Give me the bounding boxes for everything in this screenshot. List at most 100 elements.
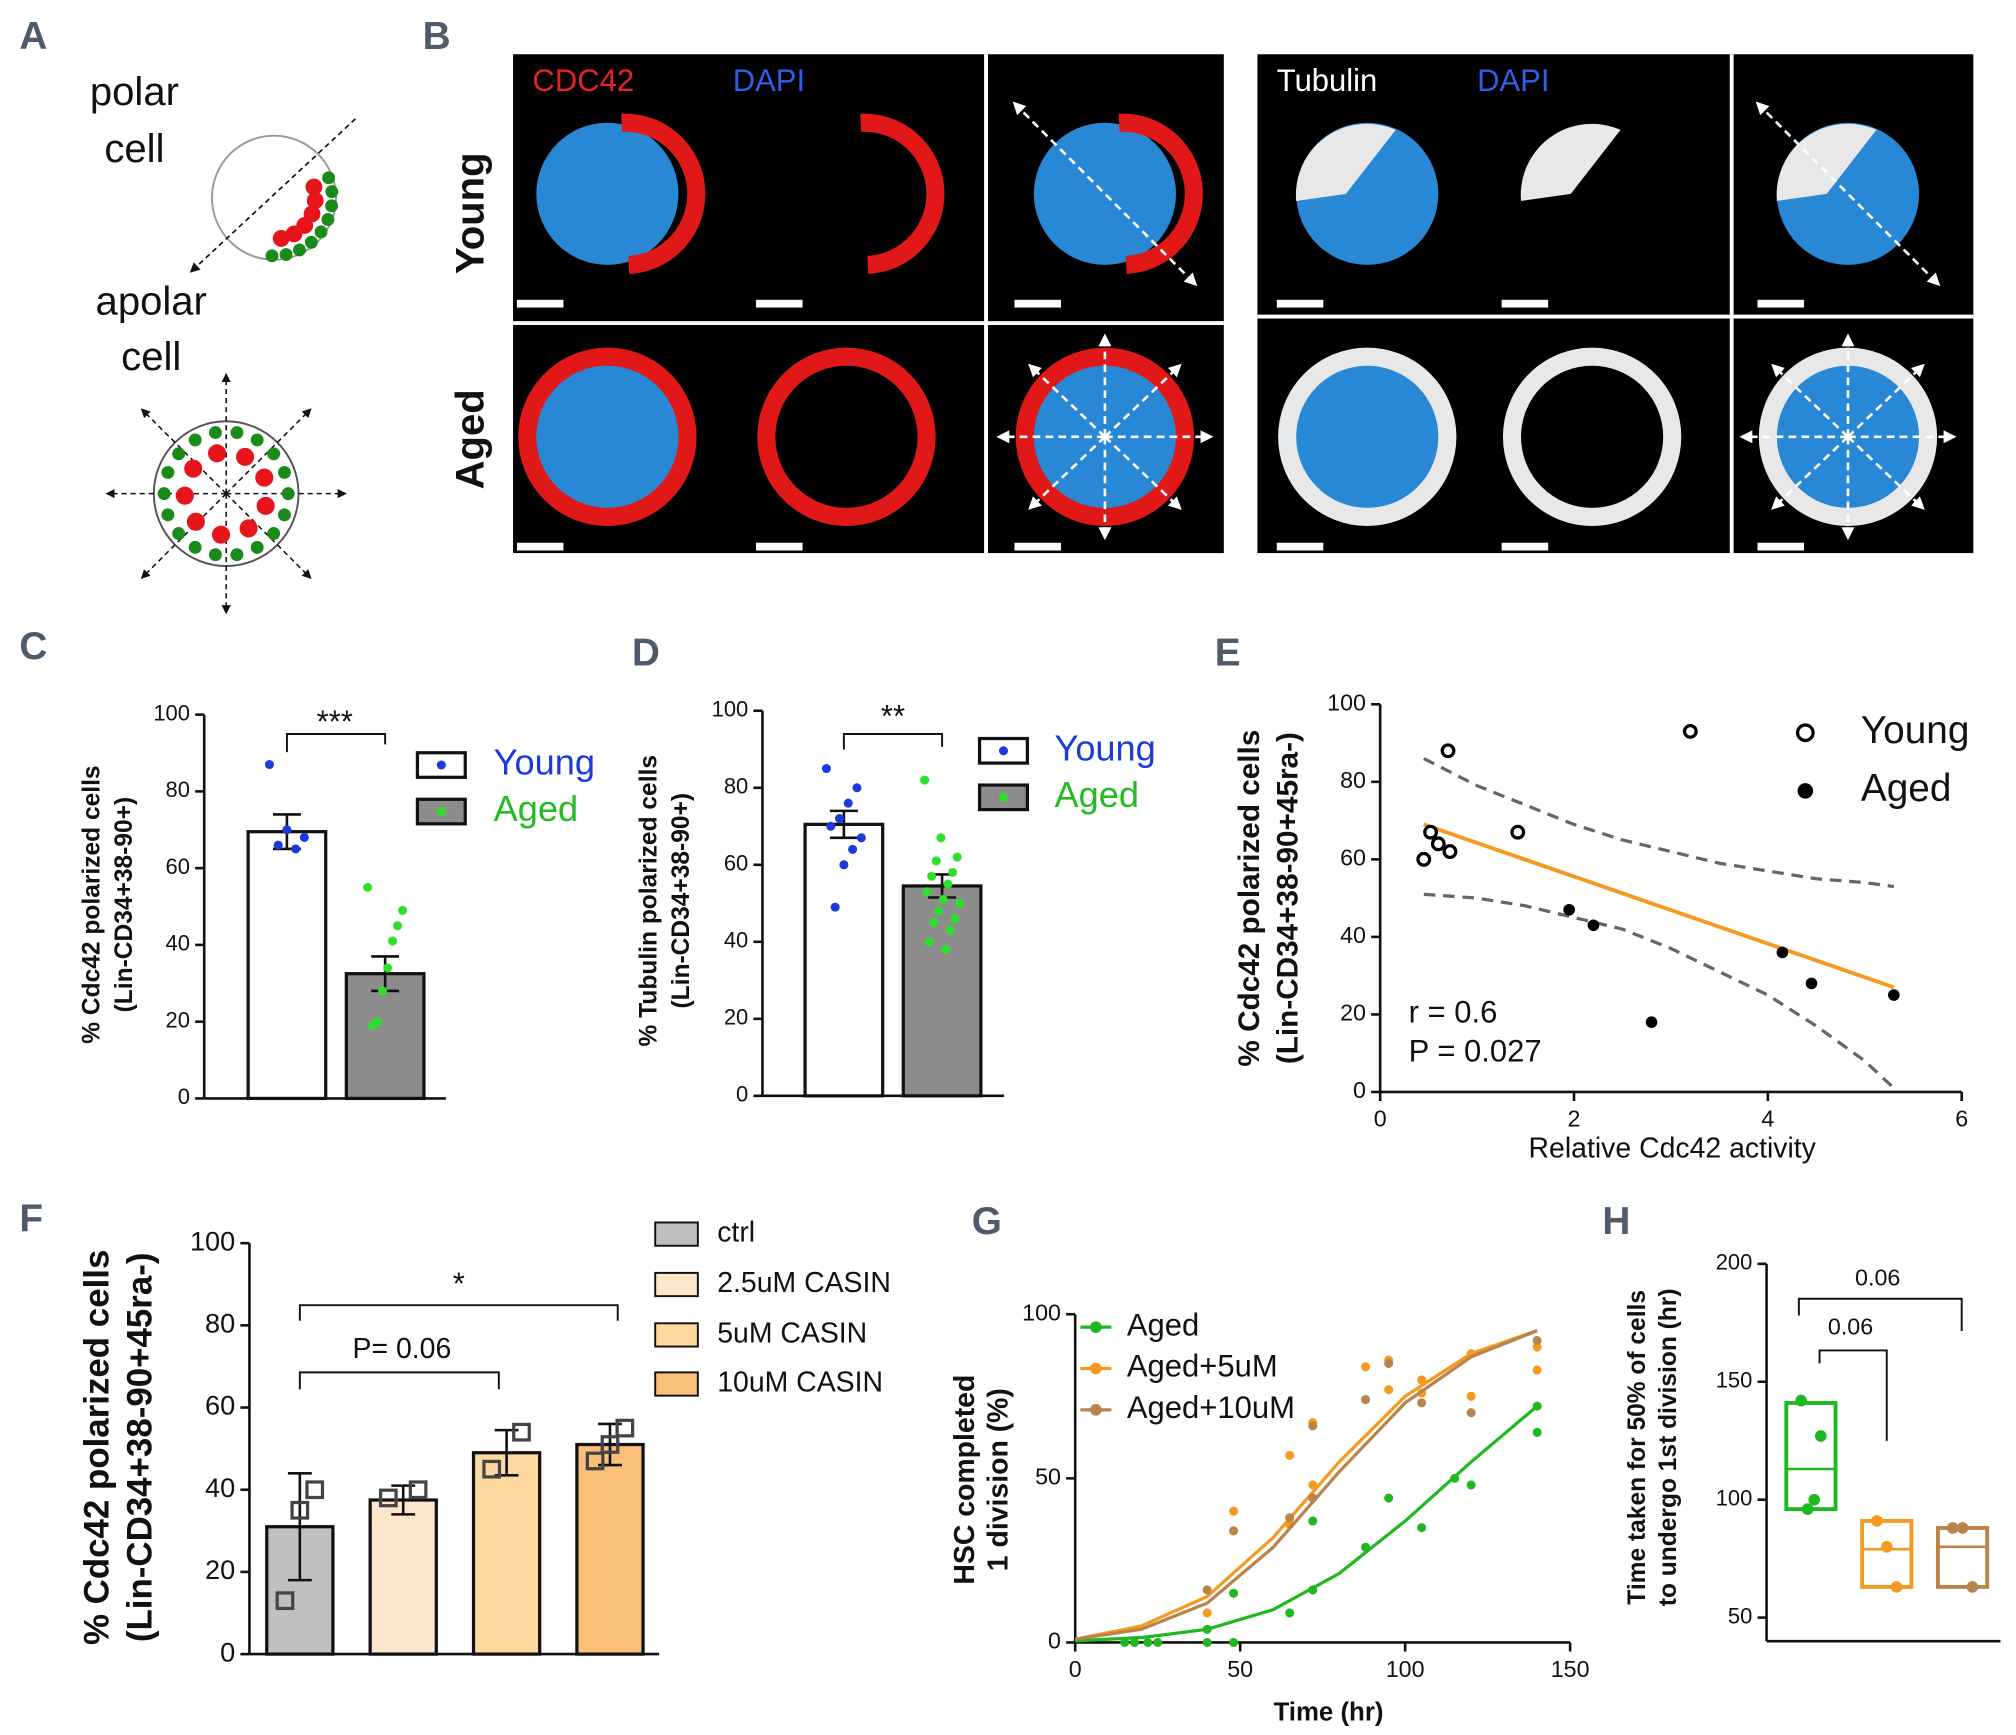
data-point [1361,1362,1371,1372]
data-point [1801,1503,1814,1515]
membrane-dot [279,248,293,262]
stain [757,347,936,526]
membrane-dot [325,185,339,199]
fit-curve [1075,1404,1539,1643]
box [1935,1526,1990,1589]
annotation: P = 0.027 [1409,1033,1542,1068]
membrane-dot [281,487,295,501]
y-tick-label: 60 [205,1390,235,1421]
data-point [1202,1585,1212,1595]
membrane-dot [230,426,244,440]
data-point [1361,1395,1371,1405]
data-point [1682,723,1698,739]
bar [368,1498,438,1656]
membrane-dot [188,433,202,447]
data-point [368,1020,378,1031]
protein-dot [207,444,227,463]
legend-marker [436,760,446,770]
legend-label: Aged+5uM [1127,1349,1278,1384]
x-tick-label: 50 [1227,1656,1253,1682]
y-tick-label: 0 [220,1636,235,1667]
data-point [830,902,840,912]
data-point [1417,1398,1427,1408]
data-point [1946,1522,1959,1534]
panel-letter: E [1215,631,1241,674]
row-label: Aged [449,389,493,489]
membrane-dot [230,548,244,562]
confidence-band [1423,892,1895,1090]
bar [901,884,983,1098]
data-point [1416,851,1432,867]
diagram-label: polar [90,70,179,114]
scale-bar [1757,542,1805,551]
data-point [934,906,944,916]
legend-label: 5uM CASIN [717,1317,867,1349]
diagram-label: apolar [96,279,207,323]
annotation: * [453,1266,465,1301]
data-point [1285,1608,1295,1618]
data-point [363,882,373,892]
legend-label: Aged [1861,767,1952,810]
x-tick-label: 2 [1568,1106,1581,1132]
data-point [388,936,398,946]
data-point [1888,989,1900,1001]
confidence-band [1423,757,1895,889]
protein-dot [255,468,274,487]
data-point [1417,1523,1427,1533]
data-point [482,1459,502,1479]
scale-bar [1276,542,1324,551]
stain-label: Tubulin [1277,63,1378,98]
diagram-label: cell [121,335,181,379]
data-point [299,832,309,842]
error-bar [287,1471,312,1582]
y-tick-label: 0 [736,1082,748,1107]
data-point [1430,836,1446,852]
membrane-dot [267,447,281,461]
stain [518,347,697,526]
annotation: 0.06 [1855,1264,1900,1290]
nucleus [532,361,683,512]
legend-label: 2.5uM CASIN [717,1267,891,1299]
data-point [1229,1588,1239,1598]
data-point [1229,1637,1239,1647]
data-point [378,986,388,996]
fit-line [1423,822,1895,990]
data-point [1645,1016,1658,1028]
data-point [936,833,946,843]
data-point [1466,1480,1476,1490]
y-tick-label: 20 [166,1007,190,1032]
significance-bracket [298,1304,619,1321]
membrane-dot [208,426,222,440]
legend-label: Young [1861,709,1970,752]
membrane-dot [325,199,339,213]
scale-bar [516,299,564,308]
data-point [1417,1375,1427,1385]
data-point [922,887,932,897]
protein-dot [175,486,194,505]
chart: 0 50 100 0 50 100 150 HSC completed 1 division (… [949,1299,1589,1726]
y-tick-label: 100 [1022,1299,1061,1325]
data-point [948,867,958,878]
membrane-dot [157,487,171,501]
panel-letter: F [19,1197,43,1240]
y-axis-label: % Cdc42 polarized cells [1233,730,1266,1067]
legend-swatch [654,1371,699,1397]
significance-bracket [298,1371,500,1390]
legend-swatch [654,1322,699,1348]
scale-bar [1501,542,1549,551]
data-point [1153,1637,1163,1647]
y-axis-label: % Cdc42 polarized cells [78,1250,117,1645]
significance-bracket [1818,1349,1888,1441]
arrow [1104,363,1182,438]
data-point [924,937,934,947]
significance-bracket [285,733,387,753]
membrane-dot [314,225,328,239]
protein-dot [256,496,275,515]
polarity-diagram: polar cell apolar cell [90,70,356,615]
bar [471,1451,542,1656]
data-point [585,1451,605,1471]
x-tick-label: 4 [1761,1106,1774,1132]
y-axis-label: (Lin-CD34+38-90+) [668,793,695,1009]
y-axis-label: % Cdc42 polarized cells [79,765,106,1043]
